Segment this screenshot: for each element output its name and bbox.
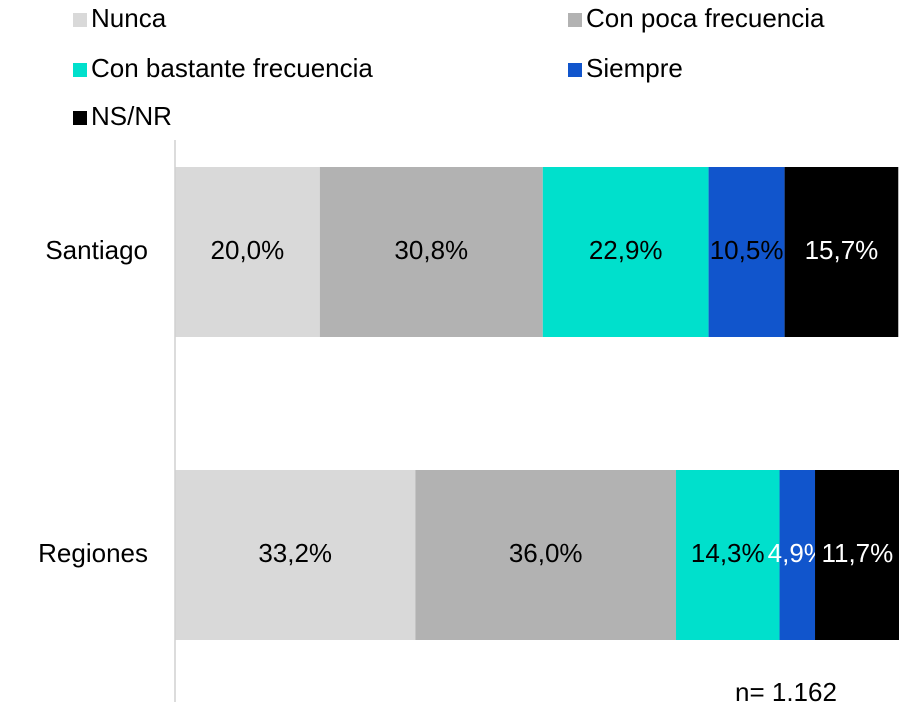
bar-segment — [676, 470, 780, 640]
bar-segment — [175, 167, 320, 337]
bar-segment — [708, 167, 785, 337]
bar-segment — [815, 470, 899, 640]
bar-segment — [542, 167, 709, 337]
legend-swatch — [73, 111, 87, 125]
legend-swatch — [73, 13, 87, 27]
legend-label: Siempre — [586, 53, 683, 83]
data-label: 11,7% — [821, 538, 893, 568]
data-label: 20,0% — [211, 235, 285, 265]
legend-label: Con poca frecuencia — [586, 3, 825, 33]
data-label: 10,5% — [710, 235, 784, 265]
bar-segment — [175, 470, 416, 640]
data-label: 30,8% — [394, 235, 468, 265]
legend-swatch — [73, 63, 87, 77]
annotation: n= 1.162 — [735, 677, 837, 707]
bar-segment — [779, 470, 816, 640]
legend-swatch — [568, 13, 582, 27]
legend-label: Nunca — [91, 3, 167, 33]
data-label: 22,9% — [589, 235, 663, 265]
legend-swatch — [568, 63, 582, 77]
data-label: 36,0% — [509, 538, 583, 568]
data-label: 15,7% — [805, 235, 879, 265]
y-tick-label: Regiones — [38, 538, 148, 568]
data-label: 33,2% — [258, 538, 332, 568]
bar-segment — [319, 167, 543, 337]
legend-label: Con bastante frecuencia — [91, 53, 373, 83]
y-tick-label: Santiago — [45, 235, 148, 265]
bar-segment — [784, 167, 899, 337]
data-label: 14,3% — [691, 538, 765, 568]
legend-label: NS/NR — [91, 101, 172, 131]
bar-segment — [415, 470, 677, 640]
